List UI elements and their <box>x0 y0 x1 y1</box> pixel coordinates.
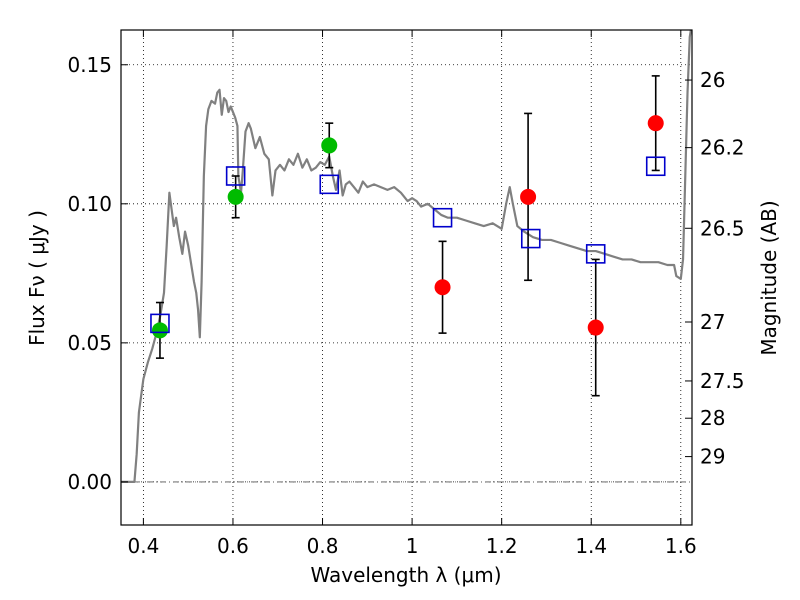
model-photometry-square-4 <box>520 228 541 249</box>
model-photometry-square-0 <box>150 313 170 334</box>
x-tick-label-1: 0.6 <box>217 534 249 558</box>
y-tick-label-3: 0.15 <box>67 53 112 77</box>
model-photometry-square-1 <box>225 166 246 186</box>
x-tick-label-2: 0.8 <box>307 534 339 558</box>
green-point-1 <box>227 188 244 205</box>
model-photometry-square-6 <box>645 156 666 177</box>
model-photometry-square-3 <box>432 207 453 228</box>
plot-area <box>121 30 692 483</box>
red-point-2 <box>587 319 604 336</box>
y2-tick-label-6: 29 <box>700 445 725 469</box>
y-tick-label-0: 0.00 <box>67 470 112 494</box>
green-point-0 <box>151 322 168 339</box>
secondary-y-axis-label: Magnitude (AB) <box>757 200 781 355</box>
grid <box>121 30 692 525</box>
x-tick-label-3: 1 <box>406 534 419 558</box>
y-axis-label: Flux Fν ( μJy ) <box>25 210 49 346</box>
green-point-2 <box>321 137 338 154</box>
x-tick-label-4: 1.2 <box>486 534 518 558</box>
y2-tick-label-3: 27 <box>700 310 725 334</box>
x-tick-label-0: 0.4 <box>127 534 159 558</box>
model-photometry-square-5 <box>585 244 606 264</box>
y2-tick-label-2: 26.5 <box>700 216 745 240</box>
x-tick-label-5: 1.4 <box>575 534 607 558</box>
plot-frame <box>120 29 693 526</box>
y2-tick-label-0: 26 <box>700 68 725 92</box>
y2-tick-label-5: 28 <box>700 406 725 430</box>
y-tick-label-1: 0.05 <box>67 331 112 355</box>
y-tick-label-2: 0.10 <box>67 192 112 216</box>
red-point-0 <box>434 279 451 296</box>
y2-tick-label-1: 26.2 <box>700 136 745 160</box>
red-point-3 <box>647 115 664 132</box>
model-photometry-square-2 <box>319 174 340 195</box>
axes: 0.4 0.6 0.8 1 1.2 1.4 1.6 0.00 0.05 0.10 0.15 26 26.… <box>67 30 745 558</box>
x-tick-label-6: 1.6 <box>665 534 697 558</box>
y2-tick-label-4: 27.5 <box>700 369 745 393</box>
red-point-1 <box>520 188 537 205</box>
model-spectrum-line <box>121 30 692 483</box>
x-axis-label: Wavelength λ (μm) <box>310 563 501 587</box>
